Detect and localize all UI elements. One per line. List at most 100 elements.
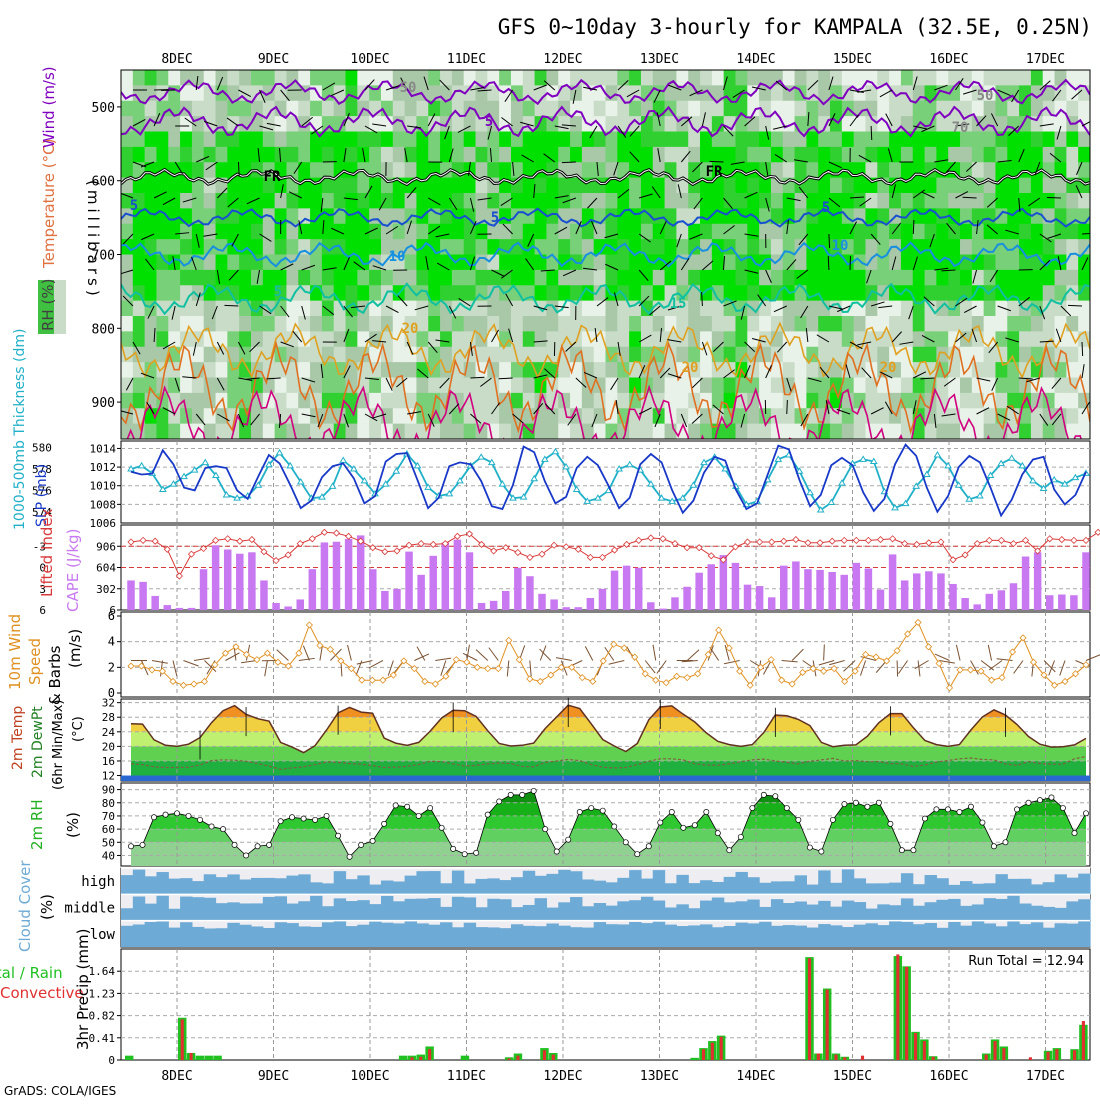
- rh-cell: [180, 378, 192, 394]
- rh-cell: [346, 132, 358, 148]
- rh-cell: [995, 255, 1007, 271]
- cape-bar-78: [1070, 595, 1077, 610]
- rh-cell: [735, 331, 747, 347]
- rh-cell: [925, 424, 937, 440]
- y-tick-label-800: 800: [92, 322, 115, 337]
- rh-cell: [724, 270, 736, 286]
- cape-bar-21: [381, 591, 388, 610]
- cape-bar-79: [1082, 552, 1089, 610]
- rh-cell: [523, 193, 535, 209]
- precip-convective-bar-44: [516, 1056, 519, 1060]
- rh-cell: [369, 378, 381, 394]
- precip-convective-bar-98: [993, 1041, 996, 1060]
- cloud-bar-middle-63: [865, 909, 877, 921]
- cloud-bar-middle-52: [735, 901, 747, 920]
- rh-cell: [1066, 132, 1078, 148]
- cloud-bar-middle-45: [653, 901, 665, 921]
- rh-cell: [972, 147, 984, 163]
- rh-cell: [192, 393, 204, 409]
- cape-bar-66: [925, 571, 932, 610]
- rh-cell: [735, 193, 747, 209]
- cloud-bar-middle-51: [724, 902, 736, 920]
- rh-cell: [393, 132, 405, 148]
- rh-cell: [322, 101, 334, 117]
- rh-cell: [334, 193, 346, 209]
- rh-cell: [830, 70, 842, 86]
- rh-cell: [121, 101, 133, 117]
- rh-cell: [558, 70, 570, 86]
- cloud-bar-middle-16: [310, 896, 322, 921]
- rh-cell: [747, 132, 759, 148]
- rh-point-51: [715, 830, 720, 835]
- cloud-bar-high-51: [724, 877, 736, 894]
- precip-convective-bar-47: [543, 1050, 546, 1060]
- date-label-bottom-10DEC: 10DEC: [350, 1069, 389, 1084]
- contour-label-12: 20: [880, 360, 897, 376]
- cloud-bar-low-78: [1043, 928, 1055, 947]
- rh-cell: [795, 193, 807, 209]
- rh-cell: [121, 162, 133, 178]
- rh-cell: [227, 255, 239, 271]
- rh-cell: [1019, 239, 1031, 255]
- rh-cell: [1055, 393, 1067, 409]
- rh-cell: [511, 193, 523, 209]
- rh-cell: [168, 70, 180, 86]
- rh-cell: [724, 147, 736, 163]
- rh-cell: [393, 193, 405, 209]
- rh-cell: [192, 378, 204, 394]
- rh-point-7: [209, 824, 214, 829]
- rh-cell: [334, 70, 346, 86]
- cloud-bar-high-69: [936, 878, 948, 894]
- rh-cell: [570, 393, 582, 409]
- rh-cell: [440, 224, 452, 240]
- wind-tick-label-4: 4: [108, 635, 115, 649]
- cloud-bar-middle-37: [558, 902, 570, 920]
- rh-cell: [783, 316, 795, 332]
- cloud-bar-low-9: [227, 923, 239, 947]
- rh-cell: [1055, 116, 1067, 132]
- rh-cell: [499, 362, 511, 378]
- rh-cell: [464, 147, 476, 163]
- rh-cell: [960, 378, 972, 394]
- rh-cell: [783, 424, 795, 440]
- rh-cell: [700, 116, 712, 132]
- rh-point-44: [635, 852, 640, 857]
- rh-cell: [1066, 224, 1078, 240]
- rh-cell: [286, 239, 298, 255]
- rh-cell: [546, 301, 558, 317]
- rh-cell: [960, 316, 972, 332]
- rh-cell: [1055, 239, 1067, 255]
- rh-cell: [570, 239, 582, 255]
- rh-cell: [499, 255, 511, 271]
- rh-cell: [239, 239, 251, 255]
- rh-cell: [901, 331, 913, 347]
- cloud-bar-low-77: [1031, 922, 1043, 947]
- rh-cell: [511, 147, 523, 163]
- rh-cell: [216, 255, 228, 271]
- cloud-bar-high-56: [783, 881, 795, 894]
- rh-point-11: [255, 844, 260, 849]
- cloud-bar-high-1: [133, 870, 145, 895]
- rh-cell: [440, 239, 452, 255]
- cape-bar-14: [296, 599, 303, 610]
- rh-cell: [1007, 193, 1019, 209]
- rh-cell: [854, 224, 866, 240]
- rh-cell: [1078, 147, 1090, 163]
- cloud-bar-high-37: [558, 870, 570, 895]
- rh-legend-label: RH (%): [39, 279, 57, 331]
- rh-point-41: [600, 808, 605, 813]
- rh-point-42: [612, 824, 617, 829]
- cloud-bar-high-68: [925, 875, 937, 894]
- wind-barb-66: [824, 645, 825, 661]
- rh-point-16: [312, 817, 317, 822]
- rh-cell: [1031, 224, 1043, 240]
- rh-cell: [499, 162, 511, 178]
- rh-cell: [357, 224, 369, 240]
- precip-total-bar-64: [690, 1058, 698, 1060]
- rh-cell: [972, 193, 984, 209]
- rh-cell: [1031, 132, 1043, 148]
- cloud-bar-high-10: [239, 879, 251, 894]
- rh-cell: [617, 331, 629, 347]
- rh-cell: [960, 162, 972, 178]
- rh-cell: [913, 270, 925, 286]
